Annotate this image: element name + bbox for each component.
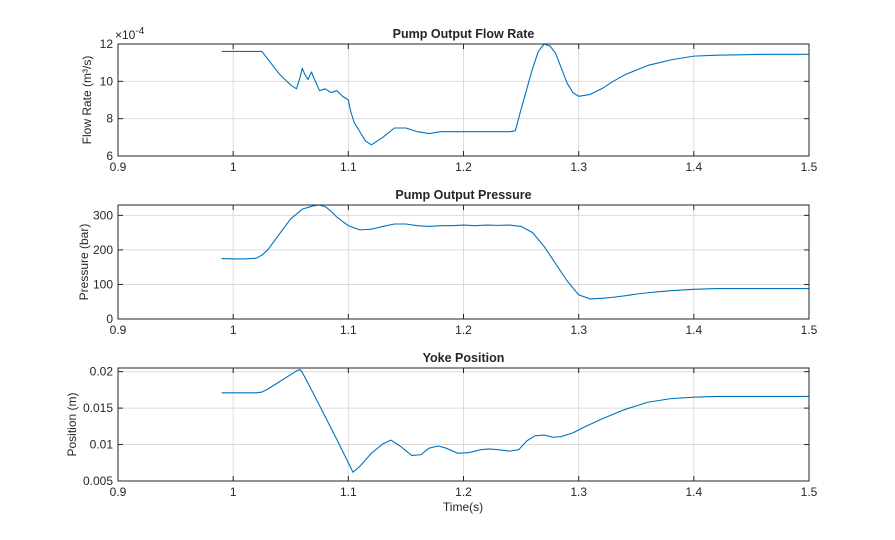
y-tick-label: 6 (106, 149, 113, 163)
x-tick-label: 1.3 (570, 485, 587, 499)
x-tick-label: 1.4 (685, 485, 702, 499)
y-axis-label: Flow Rate (m³/s) (80, 56, 94, 145)
x-tick-label: 1.3 (570, 323, 587, 337)
chart-title: Pump Output Flow Rate (393, 27, 535, 41)
y-exponent-power: -4 (135, 26, 144, 37)
y-tick-label: 0.015 (83, 401, 113, 415)
x-tick-label: 1.5 (801, 160, 818, 174)
y-tick-label: 10 (100, 74, 114, 88)
y-tick-label: 100 (93, 277, 113, 291)
x-tick-label: 1 (230, 160, 237, 174)
y-exponent-label: ×10-4 (115, 26, 145, 42)
x-tick-label: 1.1 (340, 323, 357, 337)
y-tick-label: 12 (100, 37, 114, 51)
series-line (221, 368, 809, 473)
y-tick-label: 0.01 (90, 438, 114, 452)
y-axis-label: Position (m) (65, 392, 79, 456)
y-tick-label: 0.02 (90, 365, 114, 379)
y-tick-label: 300 (93, 208, 113, 222)
series-line (221, 204, 809, 300)
chart-title: Yoke Position (423, 351, 505, 365)
chart-title: Pump Output Pressure (395, 188, 531, 202)
pressure-panel: 0.9 1 1.1 1.2 1.3 1.4 1.5 0 100 200 300 Pump Output… (77, 188, 818, 337)
x-tick-label: 1.1 (340, 160, 357, 174)
flow-rate-panel: 0.9 1 1.1 1.2 1.3 1.4 1.5 6 8 10 12 Pump Output Flo… (80, 26, 818, 174)
y-tick-label: 0 (106, 312, 113, 326)
y-axis-label: Pressure (bar) (77, 224, 91, 301)
x-tick-label: 1.2 (455, 485, 472, 499)
series-line (221, 43, 809, 146)
x-tick-label: 1.3 (570, 160, 587, 174)
x-tick-label: 1 (230, 323, 237, 337)
x-axis-label: Time(s) (443, 500, 483, 514)
x-tick-label: 1 (230, 485, 237, 499)
x-tick-label: 1.4 (685, 323, 702, 337)
x-tick-label: 1.5 (801, 485, 818, 499)
x-tick-label: 1.1 (340, 485, 357, 499)
x-tick-label: 1.2 (455, 323, 472, 337)
yoke-position-panel: 0.9 1 1.1 1.2 1.3 1.4 1.5 0.005 0.01 0.015 0.02 Yok… (65, 351, 818, 499)
y-tick-label: 8 (106, 112, 113, 126)
x-tick-label: 1.2 (455, 160, 472, 174)
x-tick-label: 0.9 (110, 323, 127, 337)
x-tick-label: 0.9 (110, 485, 127, 499)
x-tick-label: 0.9 (110, 160, 127, 174)
x-tick-label: 1.4 (685, 160, 702, 174)
y-tick-label: 0.005 (83, 474, 113, 488)
x-tick-label: 1.5 (801, 323, 818, 337)
y-tick-label: 200 (93, 243, 113, 257)
